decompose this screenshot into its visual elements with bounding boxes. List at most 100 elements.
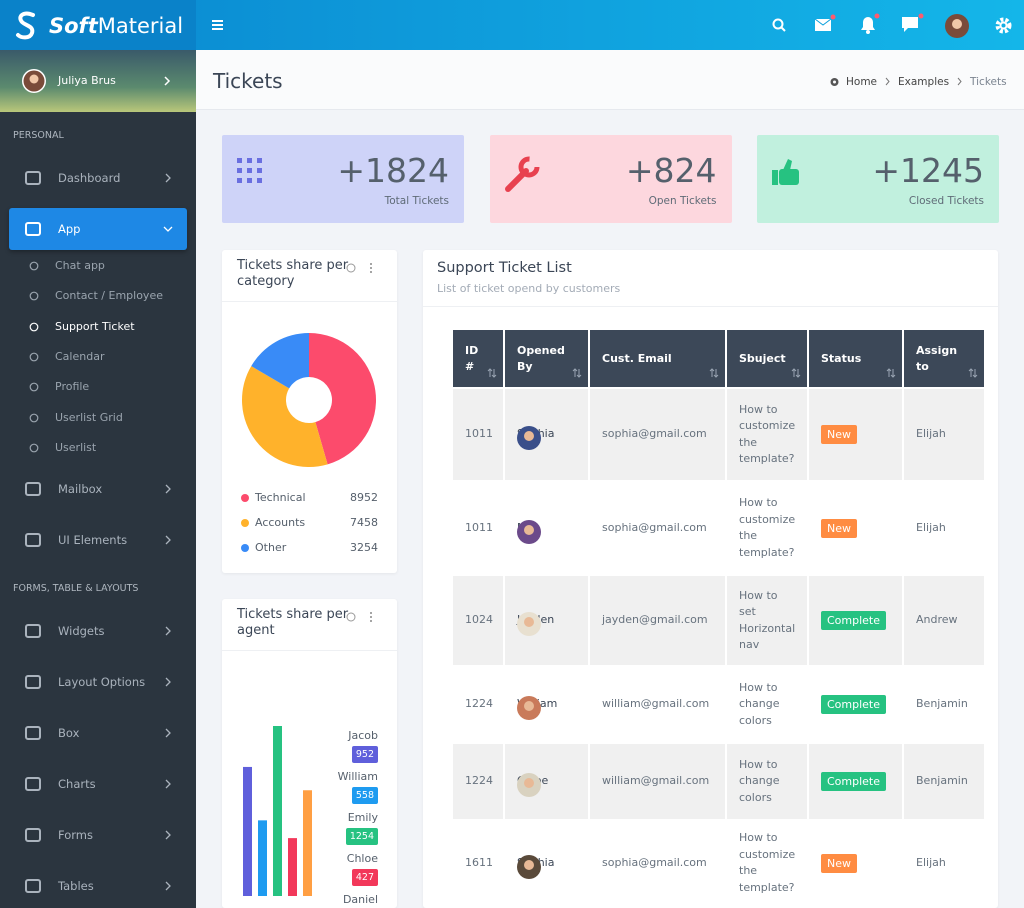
user-name[interactable]: Juliya Brus (58, 74, 116, 87)
sort-arrows (968, 368, 978, 378)
avatar-face (524, 617, 534, 628)
nav-item[interactable]: Mailbox (58, 482, 103, 497)
nav-icon-shape (25, 171, 41, 185)
nav-icon-shape (25, 828, 41, 843)
sub-nav-item[interactable]: Support Ticket (55, 319, 135, 333)
nav-item[interactable]: UI Elements (58, 533, 128, 548)
menu-toggle[interactable] (212, 19, 224, 31)
chevron (163, 226, 173, 232)
dot (241, 519, 249, 527)
sub-nav-item[interactable]: Contact / Employee (55, 289, 163, 303)
column-header[interactable]: Status (807, 328, 904, 389)
cell: 1011 (451, 387, 505, 482)
sub-bullet (29, 352, 39, 362)
cell: william@gmail.com (588, 665, 727, 744)
tool-dot (370, 612, 372, 614)
status-badge: New (821, 853, 857, 873)
column-header[interactable]: ID # (451, 328, 505, 389)
legend-dot (241, 519, 249, 527)
nav-item[interactable]: App (58, 222, 81, 236)
breadcrumb-item[interactable]: Examples (898, 76, 950, 88)
sort-icon (791, 368, 801, 378)
sub-bullet (29, 413, 39, 422)
cell-text: Elijah (916, 520, 946, 534)
bar (243, 766, 252, 896)
cell: William (503, 665, 590, 744)
icon-dot (257, 178, 262, 183)
card-divider (222, 650, 397, 651)
chat-icon[interactable] (900, 13, 924, 35)
sort-icon (709, 368, 719, 378)
user-avatar[interactable] (945, 14, 969, 38)
nav-item[interactable]: Forms (58, 828, 93, 843)
ticket-row[interactable]: 1224 Chloe william@gmail.com How to change … (451, 742, 984, 821)
legend-label: Other (255, 541, 287, 554)
column-header[interactable]: Assign to (902, 328, 984, 389)
column-header[interactable]: Opened By (503, 328, 590, 389)
agent-value: 1254 (345, 828, 378, 845)
tool-refresh (346, 263, 356, 273)
sub-nav-item[interactable]: Userlist (55, 440, 97, 454)
nav-icon-shape (25, 482, 41, 497)
nav-item[interactable]: Charts (58, 777, 96, 792)
icon-dot (257, 168, 262, 173)
avatar-face (524, 778, 534, 789)
chevron-path (165, 173, 171, 183)
tool-refresh (346, 612, 356, 622)
legend-value: 7458 (350, 516, 378, 529)
cell: Complete (807, 665, 904, 744)
agent-name: Jacob (348, 729, 378, 742)
ticket-row[interactable]: 1611 Sophia sophia@gmail.com How to customi… (451, 819, 984, 907)
cell-text: jayden@gmail.com (602, 613, 708, 627)
cell: jayden@gmail.com (588, 574, 727, 667)
stat-value: +824 (625, 151, 717, 190)
sub-nav-item[interactable]: Calendar (55, 349, 105, 363)
cell: sophia@gmail.com (588, 387, 727, 482)
bullet (29, 352, 39, 362)
bar (273, 726, 282, 896)
profile-chevron[interactable] (163, 76, 171, 86)
bell-icon[interactable] (858, 13, 880, 35)
dot (241, 494, 249, 502)
sub-bullet (29, 382, 39, 392)
sub-nav-item[interactable]: Profile (55, 380, 90, 394)
ticket-row[interactable]: 1224 William william@gmail.com How to chang… (451, 665, 984, 744)
tool-dot (370, 616, 372, 618)
cell: Andrew (902, 574, 984, 667)
nav-item[interactable]: Dashboard (58, 171, 121, 185)
legend-dot (241, 544, 249, 552)
avatar-face (524, 524, 534, 535)
nav-item[interactable]: Box (58, 726, 80, 741)
chevron-path (165, 881, 171, 891)
header-row: ID # Opened By Cust. Email Sbuject Status Ass… (451, 328, 984, 389)
bar (303, 790, 312, 896)
bullet (29, 291, 39, 301)
bar-chart (243, 726, 312, 896)
pie-chart (242, 333, 376, 467)
nav-item[interactable]: Tables (58, 879, 94, 894)
settings-icon[interactable] (995, 17, 1012, 34)
column-header[interactable]: Sbuject (725, 328, 809, 389)
cell: Elijah (902, 387, 984, 482)
avatar (517, 854, 541, 879)
sub-nav-item[interactable]: Userlist Grid (55, 410, 123, 424)
icon-dot (237, 168, 242, 173)
ticket-row[interactable]: 1011 Sophia sophia@gmail.com How to customi… (451, 387, 984, 482)
sort-arrows (572, 368, 582, 378)
icon-dot (237, 178, 242, 183)
mail-icon[interactable] (814, 14, 836, 34)
chevron (165, 626, 171, 636)
search-icon[interactable] (772, 18, 786, 32)
nav-item[interactable]: Widgets (58, 624, 105, 639)
nav-item[interactable]: Layout Options (58, 675, 146, 690)
nav-icon (25, 828, 41, 843)
avatar (517, 426, 541, 451)
column-header[interactable]: Cust. Email (588, 328, 727, 389)
cell: Benjamin (902, 742, 984, 821)
ticket-row[interactable]: 1024 Jayden jayden@gmail.com How to set Hor… (451, 574, 984, 667)
breadcrumb-item[interactable]: Home (846, 76, 878, 88)
nav-icon-shape (25, 879, 41, 894)
sub-nav-item[interactable]: Chat app (55, 259, 105, 272)
ticket-row[interactable]: 1011 Mia sophia@gmail.com How to customize … (451, 480, 984, 576)
